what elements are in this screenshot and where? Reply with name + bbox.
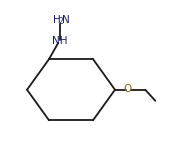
Text: 2: 2 — [58, 17, 63, 26]
Text: O: O — [124, 84, 132, 94]
Text: N: N — [62, 15, 70, 25]
Text: NH: NH — [52, 36, 68, 46]
Text: H: H — [53, 15, 60, 25]
